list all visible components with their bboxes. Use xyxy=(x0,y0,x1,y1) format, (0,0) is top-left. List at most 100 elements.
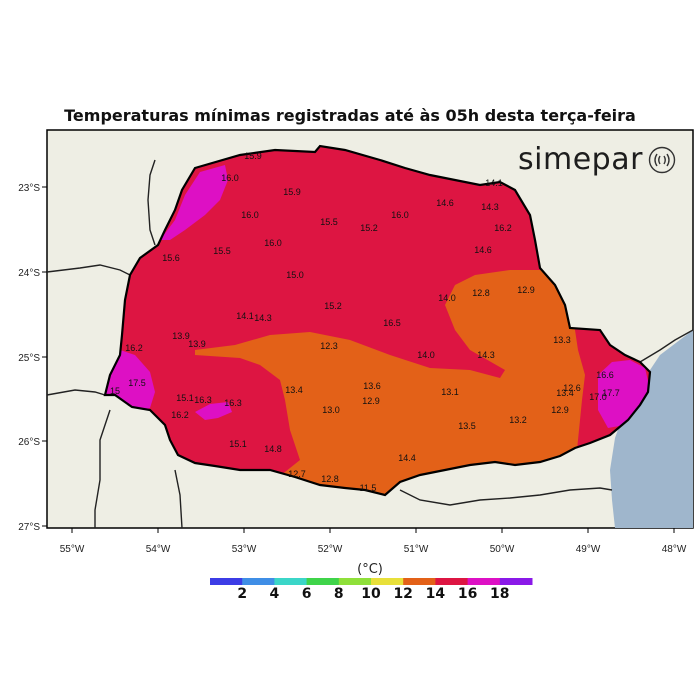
temperature-label: 12.8 xyxy=(472,288,490,298)
temperature-label: 16.0 xyxy=(221,173,239,183)
temperature-label: 15.6 xyxy=(162,253,180,263)
longitude-ticks: 55°W 54°W 53°W 52°W 51°W 50°W 49°W 48°W xyxy=(60,528,687,555)
colorbar xyxy=(210,578,533,585)
temperature-labels: 16.0 15.9 14.6 14.3 16.0 15.5 15.2 16.0 16.2 15.5… xyxy=(110,151,620,493)
temperature-label: 16.6 xyxy=(596,370,614,380)
temperature-label: 13.4 xyxy=(556,388,574,398)
lon-tick-label: 54°W xyxy=(146,544,171,555)
temperature-label: 16.2 xyxy=(494,223,512,233)
temperature-label: 15.2 xyxy=(360,223,378,233)
colorbar-label: 16 xyxy=(457,586,478,602)
colorbar-swatch xyxy=(274,578,308,585)
temperature-label: 12.9 xyxy=(551,405,569,415)
parana-border xyxy=(103,144,652,497)
colorbar-label: 18 xyxy=(490,586,510,602)
neighbour-borders xyxy=(46,159,694,529)
temperature-label: 14.3 xyxy=(477,350,495,360)
colorbar-swatch xyxy=(403,578,436,585)
map-title: Temperaturas mínimas registradas até às … xyxy=(64,106,636,125)
lat-tick-label: 25°S xyxy=(18,353,40,364)
temperature-label: 13.4 xyxy=(285,385,303,395)
colorbar-label: 2 xyxy=(237,586,248,602)
temperature-label: 13.1 xyxy=(441,387,459,397)
temperature-label: 14.0 xyxy=(417,350,435,360)
temperature-label: 14.6 xyxy=(436,198,454,208)
colorbar-swatch xyxy=(210,578,243,585)
lon-tick-label: 50°W xyxy=(490,544,515,555)
colorbar-label: 14 xyxy=(425,586,446,602)
ocean-area xyxy=(610,330,693,528)
temperature-label: 15.1 xyxy=(176,393,194,403)
zone-16-18-northwest xyxy=(160,165,228,240)
temperature-label: 16.0 xyxy=(391,210,409,220)
temperature-label: 13.0 xyxy=(322,405,340,415)
temperature-label: 14.1 xyxy=(236,311,254,321)
temperature-label: 16.3 xyxy=(224,398,242,408)
latitude-ticks: 23°S 24°S 25°S 26°S 27°S xyxy=(18,183,47,533)
colorbar-label: 6 xyxy=(301,586,312,602)
lat-tick-label: 24°S xyxy=(18,268,40,279)
colorbar-swatch xyxy=(242,578,275,585)
colorbar-swatch xyxy=(371,578,404,585)
temperature-label: 14.1 xyxy=(485,178,503,188)
temperature-label: 13.2 xyxy=(509,415,527,425)
temperature-label: 15.5 xyxy=(320,217,338,227)
lon-tick-label: 52°W xyxy=(318,544,343,555)
temperature-label: 17.5 xyxy=(128,378,146,388)
wave-signal-icon xyxy=(648,146,676,174)
colorbar-swatch xyxy=(435,578,469,585)
temperature-label: 14.4 xyxy=(398,453,416,463)
zone-12-14 xyxy=(195,270,585,495)
temperature-label: 15.9 xyxy=(283,187,301,197)
temperature-label: 14.3 xyxy=(254,313,272,323)
temperature-label: 16.3 xyxy=(194,395,212,405)
temperature-label: 12.8 xyxy=(321,474,339,484)
temperature-label: 12.3 xyxy=(320,341,338,351)
colorbar-label: 8 xyxy=(333,586,344,602)
temperature-label: 13.9 xyxy=(188,339,206,349)
temperature-label: 15.5 xyxy=(213,246,231,256)
colorbar-swatch xyxy=(467,578,501,585)
temperature-label: 16.0 xyxy=(264,238,282,248)
colorbar-swatch xyxy=(306,578,340,585)
colorbar-label: 12 xyxy=(393,586,413,602)
temperature-label: 15.0 xyxy=(286,270,304,280)
temperature-label: 14.0 xyxy=(438,293,456,303)
temperature-label: 17.0 xyxy=(589,392,607,402)
lon-tick-label: 51°W xyxy=(404,544,429,555)
colorbar-label: 10 xyxy=(361,586,381,602)
colorbar-label: 4 xyxy=(269,586,280,602)
temperature-label: 15 xyxy=(110,386,120,396)
temperature-label: 16.5 xyxy=(383,318,401,328)
temperature-label: 13.6 xyxy=(363,381,381,391)
temperature-label: 17.7 xyxy=(602,388,620,398)
temperature-label: 12.6 xyxy=(563,383,581,393)
temperature-label: 15.2 xyxy=(324,301,342,311)
lon-tick-label: 53°W xyxy=(232,544,257,555)
temperature-label: 14.3 xyxy=(481,202,499,212)
temperature-label: 15.1 xyxy=(229,439,247,449)
colorbar-unit: (°C) xyxy=(357,562,383,577)
temperature-label: 13.9 xyxy=(172,331,190,341)
lon-tick-label: 48°W xyxy=(662,544,687,555)
lat-tick-label: 27°S xyxy=(18,522,40,533)
temperature-label: 16.0 xyxy=(241,210,259,220)
zone-16-18-central xyxy=(195,402,232,420)
temperature-label: 14.8 xyxy=(264,444,282,454)
simepar-logo-text: simepar xyxy=(518,142,643,177)
temperature-label: 12.9 xyxy=(517,285,535,295)
temperature-label: 13.5 xyxy=(458,421,476,431)
temperature-label: 11.5 xyxy=(360,483,377,493)
temperature-label: 12.9 xyxy=(362,396,380,406)
temperature-label: 14.6 xyxy=(474,245,492,255)
temperature-label: 12.7 xyxy=(288,469,306,479)
temperature-label: 15.9 xyxy=(244,151,262,161)
temperature-label: 16.2 xyxy=(125,343,143,353)
temperature-label: 13.3 xyxy=(553,335,571,345)
lon-tick-label: 49°W xyxy=(576,544,601,555)
lat-tick-label: 23°S xyxy=(18,183,40,194)
lat-tick-label: 26°S xyxy=(18,437,40,448)
colorbar-swatch xyxy=(338,578,372,585)
lon-tick-label: 55°W xyxy=(60,544,85,555)
